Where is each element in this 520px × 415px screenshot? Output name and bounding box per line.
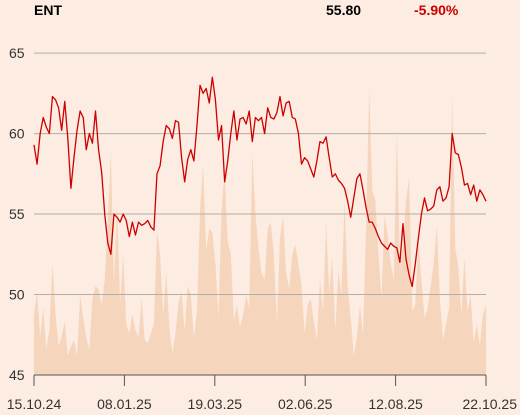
- chart-header: ENT 55.80 -5.90%: [0, 0, 520, 24]
- y-tick-label-50: 50: [9, 287, 25, 303]
- x-axis: 15.10.24 08.01.25 19.03.25 02.06.25 12.08.25…: [7, 374, 518, 412]
- price-line-layer: [33, 76, 487, 288]
- x-tick-label: 15.10.24: [7, 396, 62, 412]
- y-tick-label-45: 45: [9, 367, 25, 383]
- y-tick-label-60: 60: [9, 126, 25, 142]
- volume-area: [34, 88, 486, 376]
- y-tick-label-65: 65: [9, 45, 25, 61]
- price-series-line: [33, 76, 487, 288]
- x-tick-label: 22.10.25: [463, 396, 518, 412]
- price-change-percent: -5.90%: [414, 2, 459, 18]
- x-tick-label: 12.08.25: [368, 396, 423, 412]
- x-tick-label: 19.03.25: [188, 396, 243, 412]
- volume-area-layer: [34, 88, 486, 376]
- y-tick-label-55: 55: [9, 206, 25, 222]
- last-price: 55.80: [326, 2, 362, 18]
- x-tick-label: 02.06.25: [278, 396, 333, 412]
- x-tick-label: 08.01.25: [97, 396, 152, 412]
- ticker-symbol: ENT: [34, 2, 62, 18]
